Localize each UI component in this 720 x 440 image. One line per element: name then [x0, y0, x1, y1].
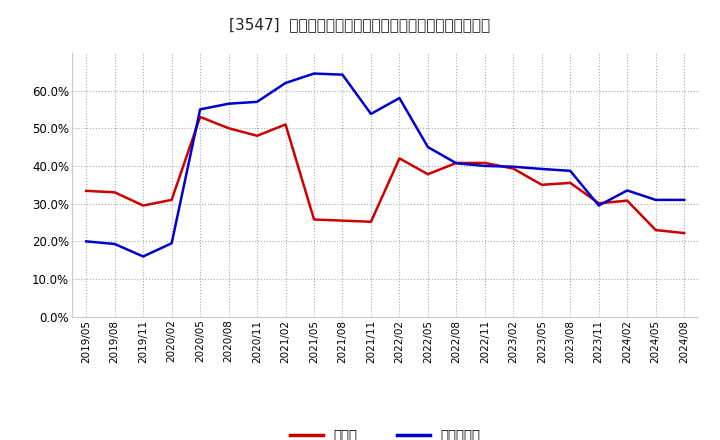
Text: [3547]  現預金、有利子負債の総資産に対する比率の推移: [3547] 現預金、有利子負債の総資産に対する比率の推移	[230, 18, 490, 33]
Legend: 現預金, 有利子負債: 現預金, 有利子負債	[284, 424, 486, 440]
